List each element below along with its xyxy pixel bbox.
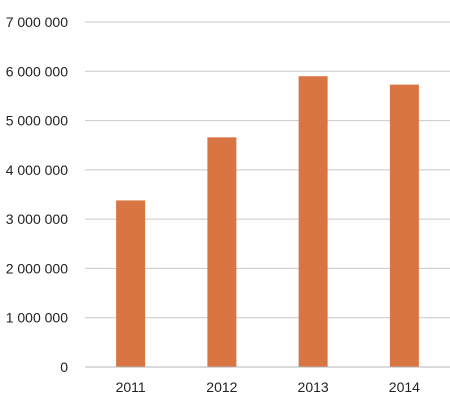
y-tick-label: 6 000 000	[6, 63, 68, 79]
y-tick-label: 3 000 000	[6, 211, 68, 227]
bar-2011	[116, 200, 146, 367]
bar-2014	[389, 84, 419, 367]
y-tick-label: 2 000 000	[6, 260, 68, 276]
x-tick-label: 2011	[116, 379, 146, 395]
y-gridlines	[85, 21, 450, 319]
y-tick-label: 7 000 000	[6, 14, 68, 30]
y-tick-label: 1 000 000	[6, 310, 68, 326]
bar-series	[116, 76, 419, 367]
x-tick-label: 2013	[298, 379, 329, 395]
x-tick-label: 2014	[389, 379, 420, 395]
bar-2013	[298, 76, 328, 367]
y-tick-label: 5 000 000	[6, 113, 68, 129]
x-tick-label: 2012	[206, 379, 237, 395]
y-tick-label: 0	[60, 359, 68, 375]
bar-2012	[207, 137, 237, 367]
x-axis-tick-labels: 2011 2012 2013 2014	[116, 379, 421, 395]
y-tick-label: 4 000 000	[6, 162, 68, 178]
y-axis-tick-labels: 0 1 000 000 2 000 000 3 000 000 4 000 000 5 0…	[6, 14, 69, 375]
